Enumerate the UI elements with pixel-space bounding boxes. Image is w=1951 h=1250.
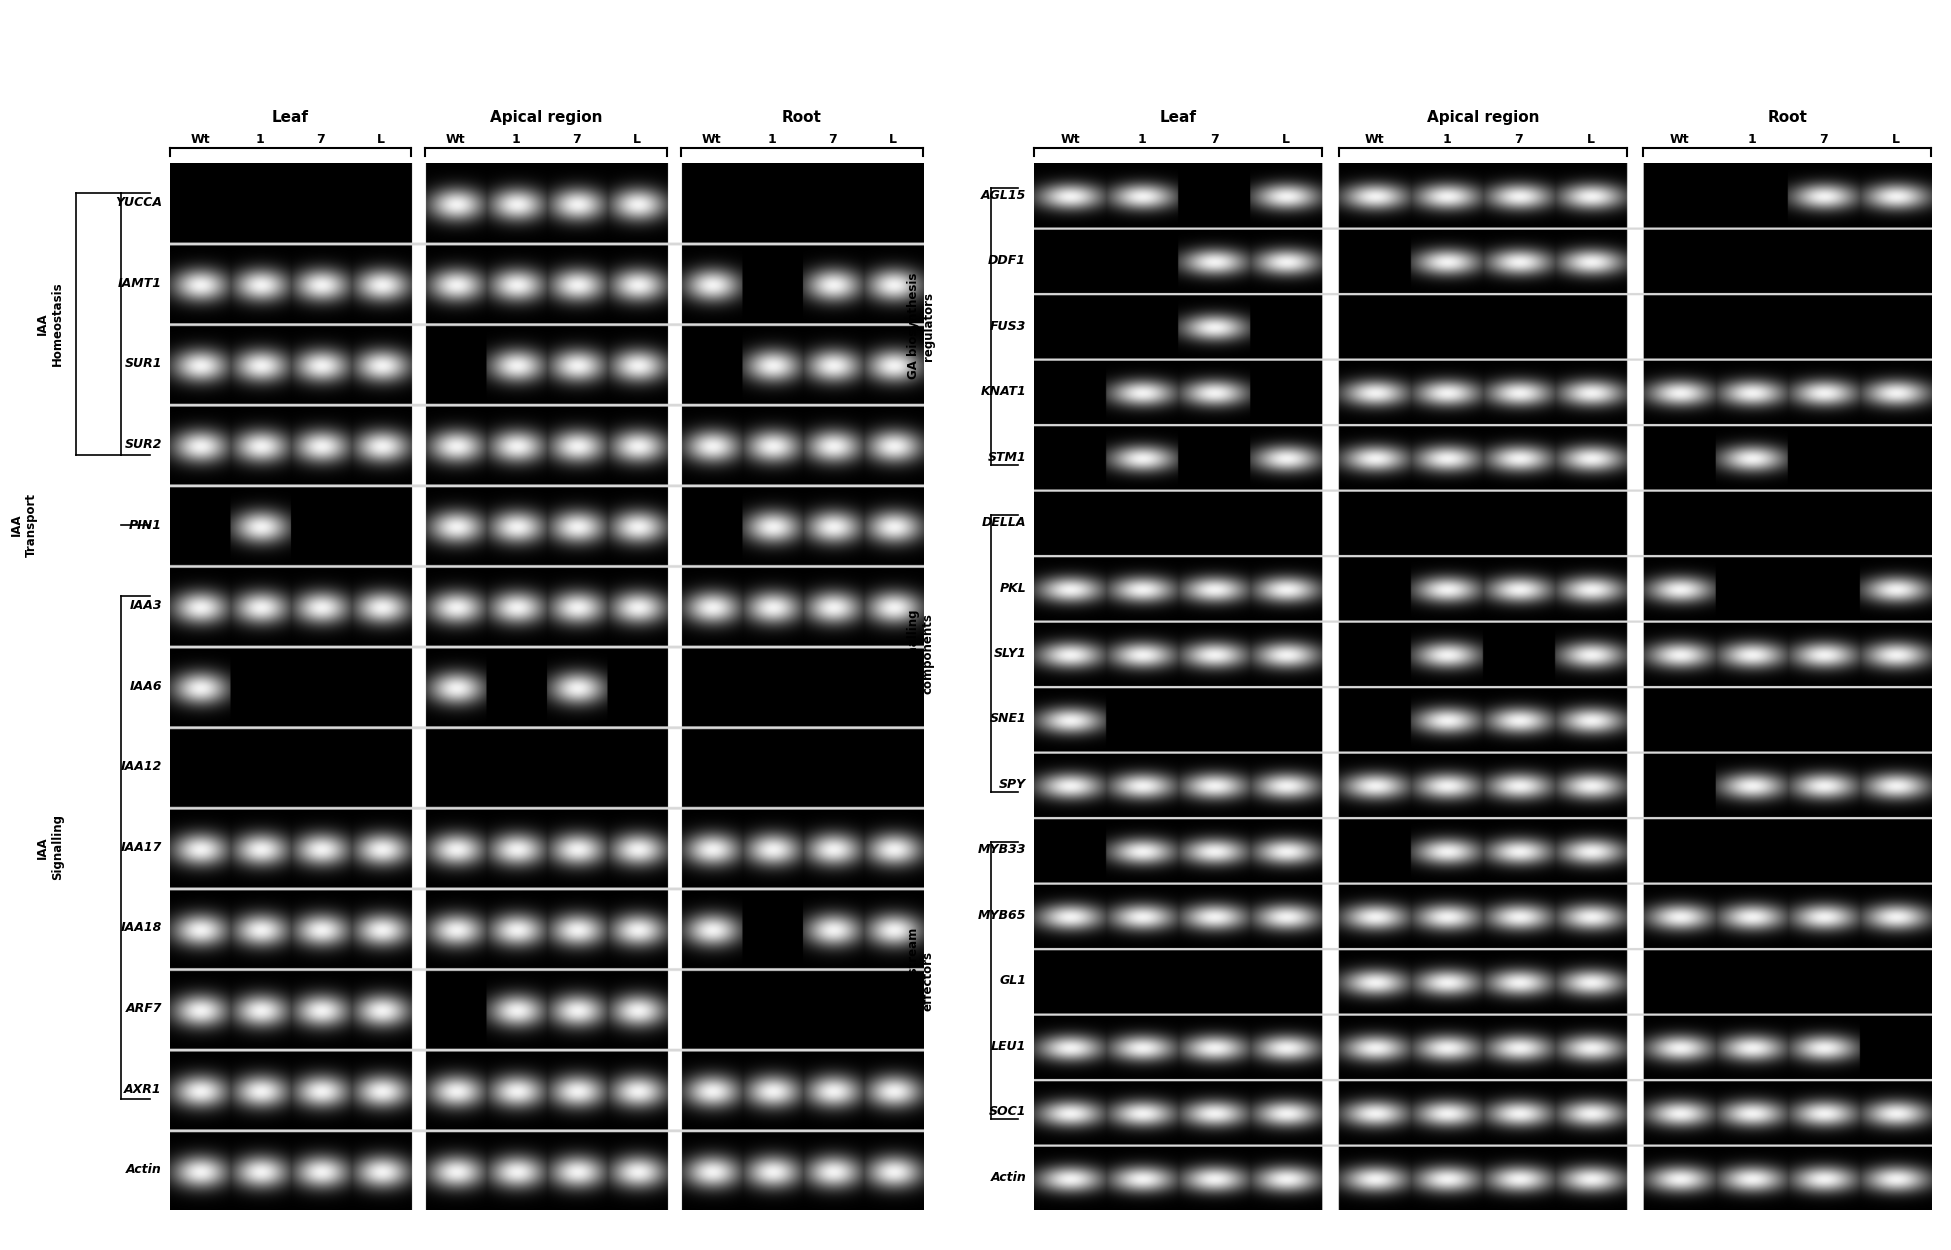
- Text: Leaf: Leaf: [271, 110, 308, 125]
- Text: L: L: [632, 134, 642, 146]
- Text: IAA6: IAA6: [129, 680, 162, 692]
- Text: Wt: Wt: [189, 134, 211, 146]
- Text: L: L: [1282, 134, 1290, 146]
- Text: STM1: STM1: [987, 450, 1026, 464]
- Text: FUS3: FUS3: [989, 320, 1026, 332]
- Text: Root: Root: [782, 110, 821, 125]
- Text: SOC1: SOC1: [989, 1105, 1026, 1119]
- Text: Wt: Wt: [447, 134, 466, 146]
- Text: IAA17: IAA17: [121, 841, 162, 854]
- Text: Apical region: Apical region: [1426, 110, 1539, 125]
- Text: SPY: SPY: [999, 778, 1026, 791]
- Text: PIN1: PIN1: [129, 519, 162, 531]
- Text: 1: 1: [511, 134, 521, 146]
- Text: 1: 1: [1442, 134, 1452, 146]
- Text: SNE1: SNE1: [989, 712, 1026, 725]
- Text: DELLA: DELLA: [981, 516, 1026, 529]
- Text: IAA
Transport: IAA Transport: [10, 492, 37, 558]
- Text: Actin: Actin: [991, 1171, 1026, 1184]
- Text: 7: 7: [572, 134, 581, 146]
- Text: MYB65: MYB65: [977, 909, 1026, 922]
- Text: SUR2: SUR2: [125, 438, 162, 451]
- Text: YUCCA: YUCCA: [115, 196, 162, 209]
- Text: 1: 1: [767, 134, 776, 146]
- Text: IAA3: IAA3: [129, 599, 162, 612]
- Text: PKL: PKL: [999, 581, 1026, 595]
- Text: 7: 7: [1514, 134, 1524, 146]
- Text: KNAT1: KNAT1: [981, 385, 1026, 399]
- Text: GA downstream
effectors: GA downstream effectors: [907, 929, 935, 1034]
- Text: IAA12: IAA12: [121, 760, 162, 774]
- Text: SLY1: SLY1: [993, 648, 1026, 660]
- Text: IAA
Signalling: IAA Signalling: [35, 815, 64, 880]
- Text: IAA
Homeostasis: IAA Homeostasis: [35, 281, 64, 366]
- Text: Wt: Wt: [702, 134, 722, 146]
- Text: Root: Root: [1768, 110, 1807, 125]
- Text: DDF1: DDF1: [989, 254, 1026, 268]
- Text: Wt: Wt: [1366, 134, 1385, 146]
- Text: Leaf: Leaf: [1159, 110, 1196, 125]
- Text: AXR1: AXR1: [125, 1082, 162, 1096]
- Text: GL1: GL1: [999, 974, 1026, 988]
- Text: L: L: [888, 134, 897, 146]
- Text: 7: 7: [1818, 134, 1828, 146]
- Text: Actin: Actin: [127, 1164, 162, 1176]
- Text: 7: 7: [1210, 134, 1219, 146]
- Text: 1: 1: [1137, 134, 1147, 146]
- Text: IAA18: IAA18: [121, 921, 162, 935]
- Text: GA biosynthesis
regulators: GA biosynthesis regulators: [907, 272, 935, 379]
- Text: SUR1: SUR1: [125, 357, 162, 370]
- Text: Wt: Wt: [1670, 134, 1690, 146]
- Text: 7: 7: [827, 134, 837, 146]
- Text: Apical region: Apical region: [490, 110, 603, 125]
- Text: L: L: [1586, 134, 1594, 146]
- Text: AGL15: AGL15: [981, 189, 1026, 201]
- Text: Wt: Wt: [1059, 134, 1079, 146]
- Text: MYB33: MYB33: [977, 844, 1026, 856]
- Text: LEU1: LEU1: [991, 1040, 1026, 1052]
- Text: 1: 1: [1746, 134, 1756, 146]
- Text: L: L: [1891, 134, 1900, 146]
- Text: GA signalling
components: GA signalling components: [907, 610, 935, 698]
- Text: 1: 1: [256, 134, 265, 146]
- Text: L: L: [377, 134, 384, 146]
- Text: ARF7: ARF7: [125, 1003, 162, 1015]
- Text: 7: 7: [316, 134, 326, 146]
- Text: IAMT1: IAMT1: [117, 276, 162, 290]
